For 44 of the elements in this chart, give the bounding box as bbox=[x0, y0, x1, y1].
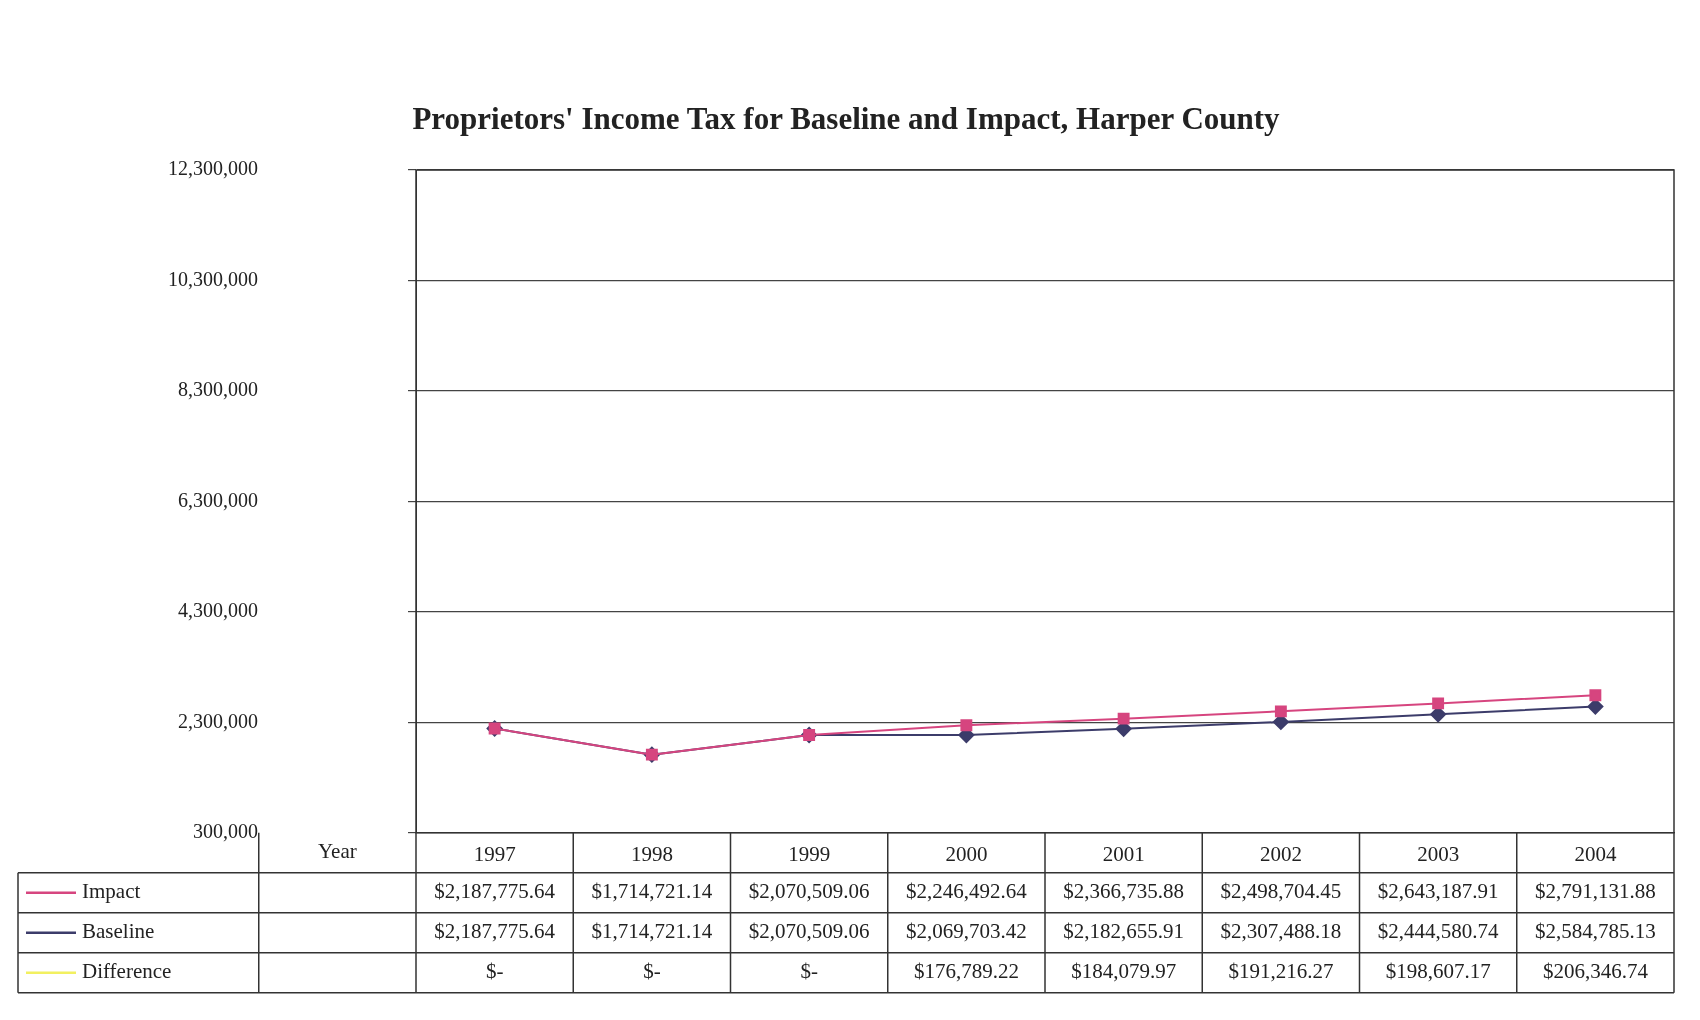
text: $- bbox=[800, 959, 818, 984]
x-tick-label: 2001 bbox=[1102, 841, 1145, 866]
text: $191,216.27 bbox=[1228, 959, 1334, 984]
y-tick-label: 300,000 bbox=[193, 820, 258, 843]
y-tick-label: 10,300,000 bbox=[168, 267, 258, 290]
y-tick-label: 8,300,000 bbox=[178, 378, 258, 401]
data-label: $2,498,704.45 bbox=[1220, 879, 1342, 904]
legend-label: Baseline bbox=[82, 919, 155, 944]
data-label: $2,187,775.64 bbox=[434, 879, 556, 904]
text: $176,789.22 bbox=[913, 959, 1019, 984]
data-label: $2,366,735.88 bbox=[1063, 879, 1184, 904]
legend-label: Impact bbox=[82, 879, 141, 904]
data-label: $2,182,655.91 bbox=[1063, 919, 1184, 944]
y-tick-label: 4,300,000 bbox=[178, 599, 258, 622]
data-label: $2,444,580.74 bbox=[1377, 919, 1499, 944]
data-label: $1,714,721.14 bbox=[591, 879, 713, 904]
x-tick-label: 2002 bbox=[1259, 841, 1302, 866]
y-tick-label: 2,300,000 bbox=[178, 709, 258, 732]
text: $- bbox=[643, 959, 661, 984]
data-label: $2,307,488.18 bbox=[1220, 919, 1342, 944]
data-label: $2,070,509.06 bbox=[748, 919, 870, 944]
data-label: $2,069,703.42 bbox=[906, 919, 1027, 944]
x-tick-label: 1999 bbox=[788, 841, 831, 866]
legend-label: Difference bbox=[82, 959, 172, 984]
text: $184,079.97 bbox=[1071, 959, 1177, 984]
x-axis-title: Year bbox=[318, 839, 357, 864]
x-tick-label: 2000 bbox=[945, 841, 988, 866]
text: $198,607.17 bbox=[1385, 959, 1491, 984]
x-tick-label: 2004 bbox=[1574, 841, 1617, 866]
y-tick-label: 12,300,000 bbox=[168, 157, 258, 180]
x-tick-label: 2003 bbox=[1417, 841, 1460, 866]
data-label: $2,187,775.64 bbox=[434, 919, 556, 944]
y-tick-label: 6,300,000 bbox=[178, 488, 258, 511]
x-tick-label: 1997 bbox=[473, 841, 516, 866]
chart-title: Proprietors' Income Tax for Baseline and Impact, Harper County bbox=[412, 101, 1281, 137]
text: $- bbox=[485, 959, 504, 984]
data-label: $1,714,721.14 bbox=[591, 919, 713, 944]
data-label: $2,584,785.13 bbox=[1535, 919, 1656, 944]
data-label: $2,791,131.88 bbox=[1535, 879, 1656, 904]
text: $206,346.74 bbox=[1542, 959, 1648, 984]
data-label: $2,070,509.06 bbox=[748, 879, 870, 904]
data-label: $2,246,492.64 bbox=[906, 879, 1028, 904]
x-tick-label: 1998 bbox=[630, 841, 673, 866]
data-label: $2,643,187.91 bbox=[1377, 879, 1499, 904]
